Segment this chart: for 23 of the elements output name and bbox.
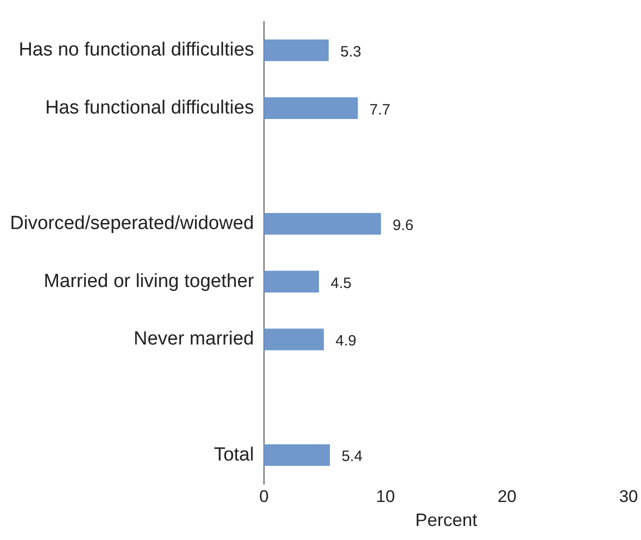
bar bbox=[264, 270, 319, 292]
y-tick-label: Total bbox=[214, 444, 254, 466]
x-tick-label: 30 bbox=[619, 486, 638, 506]
bar bbox=[264, 444, 330, 466]
data-label: 9.6 bbox=[392, 216, 414, 234]
y-tick-label: Married or living together bbox=[44, 270, 255, 292]
data-label: 4.9 bbox=[336, 332, 356, 350]
y-tick-label: Divorced/seperated/widowed bbox=[10, 213, 254, 234]
y-tick-label: Has functional difficulties bbox=[45, 97, 254, 118]
bar bbox=[264, 39, 329, 62]
x-tick-label: 10 bbox=[376, 486, 395, 506]
x-tick-label: 0 bbox=[259, 486, 269, 506]
data-label: 5.4 bbox=[342, 448, 362, 466]
data-label: 7.7 bbox=[370, 101, 390, 118]
x-tick-label: 20 bbox=[498, 486, 516, 506]
bar bbox=[264, 97, 358, 119]
x-axis-title: Percent bbox=[415, 510, 478, 530]
y-tick-label: Has no functional difficulties bbox=[18, 40, 254, 61]
y-tick-label: Never married bbox=[134, 328, 254, 350]
bar bbox=[264, 328, 324, 350]
data-label: 5.3 bbox=[340, 43, 362, 60]
bar bbox=[264, 212, 381, 235]
data-label: 4.5 bbox=[330, 274, 352, 292]
